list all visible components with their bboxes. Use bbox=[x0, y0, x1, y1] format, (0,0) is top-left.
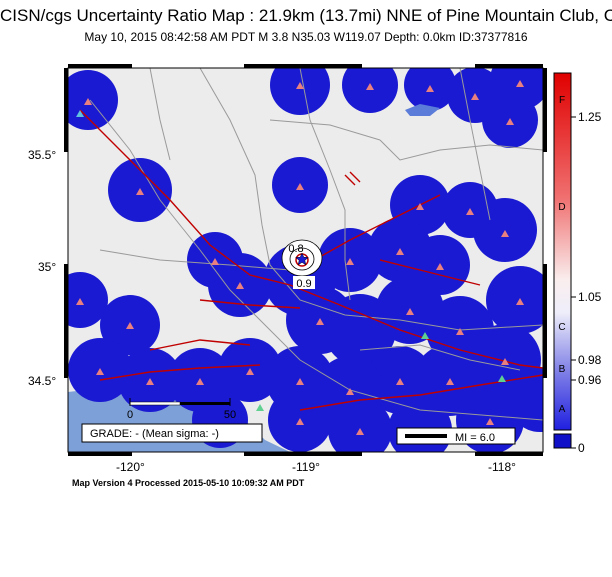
map-footer: Map Version 4 Processed 2015-05-10 10:09… bbox=[72, 478, 305, 488]
grade-text: GRADE: - (Mean sigma: -) bbox=[90, 428, 219, 440]
lon-label: -118° bbox=[488, 460, 516, 474]
frame-ticks bbox=[64, 64, 547, 456]
station-triangle-icon bbox=[256, 332, 506, 411]
lon-label: -120° bbox=[116, 460, 145, 474]
lat-label: 35.5° bbox=[28, 148, 57, 162]
mi-legend-bar bbox=[405, 434, 447, 438]
contour-label: 0.8 bbox=[288, 243, 303, 255]
lat-label: 34.5° bbox=[28, 374, 57, 388]
contour-label-bg bbox=[293, 276, 315, 289]
scale-bar bbox=[129, 398, 231, 406]
faults bbox=[79, 109, 543, 411]
colorbar-value: 0 bbox=[578, 441, 585, 455]
lon-label: -119° bbox=[292, 460, 320, 474]
mi-box bbox=[396, 427, 516, 445]
scale-bar-left-label: 0 bbox=[127, 409, 133, 421]
map-title: CISN/cgs Uncertainty Ratio Map : 21.9km … bbox=[0, 6, 612, 25]
scale-bar-right-label: 50 bbox=[224, 409, 236, 421]
colorbar-ticks bbox=[571, 116, 576, 449]
colorbar-letter-f: F bbox=[559, 95, 565, 106]
colorbar-letter-c: C bbox=[558, 322, 565, 333]
lake bbox=[405, 104, 440, 116]
colorbar bbox=[553, 72, 572, 431]
colorbar-letter-b: B bbox=[559, 364, 566, 375]
colorbar-value: 0.98 bbox=[578, 353, 602, 367]
contour-label: 0.9 bbox=[296, 278, 311, 290]
colorbar-value: 0.96 bbox=[578, 373, 602, 387]
colorbar-value: 1.25 bbox=[578, 110, 602, 124]
grade-box bbox=[81, 423, 263, 443]
epicenter-star-icon bbox=[295, 252, 309, 266]
colorbar-value: 1.05 bbox=[578, 290, 602, 304]
station-triangle-icon bbox=[76, 80, 524, 435]
station-triangle-icon bbox=[76, 110, 84, 117]
colorbar-letter-a: A bbox=[559, 404, 566, 415]
lat-label: 35° bbox=[38, 260, 57, 274]
mi-text: MI = 6.0 bbox=[455, 432, 495, 444]
colorbar-letter-d: D bbox=[558, 202, 565, 213]
colorbar-zero-swatch bbox=[553, 433, 572, 449]
map-subtitle: May 10, 2015 08:42:58 AM PDT M 3.8 N35.0… bbox=[84, 30, 528, 44]
